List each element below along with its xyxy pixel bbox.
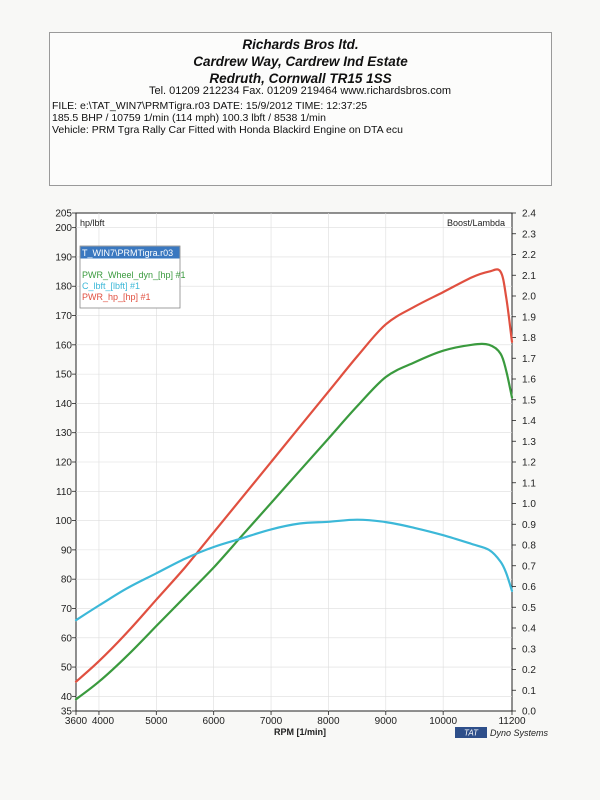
x-tick-label: 7000 (260, 716, 283, 727)
y2-tick-label: 0.3 (522, 644, 536, 655)
y-tick-label: 150 (55, 370, 72, 381)
brand-logo-text: TAT (464, 729, 479, 738)
y2-tick-label: 1.6 (522, 375, 536, 386)
y2-tick-label: 0.2 (522, 665, 536, 676)
company-address-town: Redruth, Cornwall TR15 1SS (209, 71, 392, 86)
y2-tick-label: 0.9 (522, 520, 536, 531)
y-tick-label: 80 (61, 575, 73, 586)
y-tick-label: 90 (61, 545, 73, 556)
y-tick-label: 200 (55, 223, 72, 234)
y-tick-label: 70 (61, 604, 73, 615)
series-line (74, 268, 514, 683)
y2-axis-title: Boost/Lambda (447, 218, 505, 228)
series-line (74, 518, 514, 622)
run-peak-values: 185.5 BHP / 10759 1/min (114 mph) 100.3 … (52, 112, 326, 124)
y-tick-label: 110 (56, 487, 72, 498)
y-tick-label: 130 (55, 428, 72, 439)
series-line (74, 342, 514, 701)
y-tick-label: 60 (61, 633, 73, 644)
y-tick-label: 100 (55, 516, 72, 527)
x-tick-label: 10000 (429, 716, 457, 727)
y2-tick-label: 1.2 (522, 458, 536, 469)
y2-tick-label: 1.3 (522, 437, 536, 448)
company-header: Richards Bros ltd. Cardrew Way, Cardrew … (49, 32, 552, 98)
y-axis-ticks: 35 40 50 60 70 80 90 100 110 120 130 140 150 160 170 18… (55, 209, 76, 718)
y2-tick-label: 1.8 (522, 333, 536, 344)
y-tick-label: 120 (55, 458, 72, 469)
y-tick-label: 50 (61, 663, 73, 674)
x-tick-label: 6000 (203, 716, 226, 727)
legend-entry-power: PWR_hp_[hp] #1 (82, 292, 151, 302)
y-tick-label: 40 (61, 692, 73, 703)
brand-name: Dyno Systems (490, 728, 549, 738)
y-axis-title: hp/lbft (80, 218, 105, 228)
company-contact: Tel. 01209 212234 Fax. 01209 219464 www.… (148, 85, 452, 97)
x-tick-label: 11200 (498, 716, 526, 727)
y2-tick-label: 0.0 (522, 707, 536, 718)
x-tick-label: 3600 (65, 716, 88, 727)
run-info-box: FILE: e:\TAT_WIN7\PRMTigra.r03 DATE: 15/… (49, 97, 552, 186)
y2-tick-label: 0.7 (522, 561, 536, 572)
x-axis-ticks: 3600 4000 5000 6000 7000 8000 9000 10000 11200 (65, 711, 526, 727)
run-vehicle: Vehicle: PRM Tgra Rally Car Fitted with … (52, 124, 403, 136)
y2-tick-label: 1.5 (522, 395, 536, 406)
y2-tick-label: 0.5 (522, 603, 536, 614)
y-tick-label: 160 (55, 340, 72, 351)
company-name: Richards Bros ltd. (242, 37, 359, 52)
run-file-info: FILE: e:\TAT_WIN7\PRMTigra.r03 DATE: 15/… (52, 100, 368, 112)
x-axis-title: RPM [1/min] (274, 727, 326, 737)
company-address-street: Cardrew Way, Cardrew Ind Estate (193, 54, 408, 69)
y-tick-label: 190 (55, 252, 72, 263)
y2-tick-label: 1.4 (522, 416, 536, 427)
brand-logo (455, 727, 487, 738)
y2-tick-label: 2.2 (522, 250, 536, 261)
y2-tick-label: 0.8 (522, 541, 536, 552)
x-tick-label: 8000 (317, 716, 340, 727)
y2-tick-label: 2.1 (522, 271, 536, 282)
x-tick-label: 5000 (145, 716, 168, 727)
legend: T_WIN7\PRMTigra.r03 PWR_Wheel_dyn_[hp] #… (79, 245, 186, 309)
y2-tick-label: 1.1 (522, 478, 536, 489)
y2-tick-label: 1.7 (522, 354, 536, 365)
chart-series (74, 268, 514, 701)
legend-file-label: T_WIN7\PRMTigra.r03 (82, 248, 173, 258)
y2-tick-label: 0.6 (522, 582, 536, 593)
legend-entry-torque: C_lbft_[lbft] #1 (82, 281, 140, 291)
y-tick-label: 180 (55, 282, 72, 293)
x-tick-label: 4000 (92, 716, 115, 727)
y-tick-label: 35 (61, 707, 73, 718)
y2-tick-label: 2.4 (522, 209, 536, 220)
legend-entry-wheel-power: PWR_Wheel_dyn_[hp] #1 (82, 270, 186, 280)
y2-tick-label: 0.4 (522, 624, 536, 635)
y2-tick-label: 0.1 (522, 686, 536, 697)
y-tick-label: 205 (55, 209, 72, 220)
legend-file-highlight (80, 246, 180, 259)
y2-tick-label: 2.3 (522, 229, 536, 240)
y2-tick-label: 2.0 (522, 292, 536, 303)
y2-tick-label: 1.9 (522, 312, 536, 323)
y2-tick-label: 1.0 (522, 499, 536, 510)
y2-axis-ticks: 0.0 0.1 0.2 0.3 0.4 0.5 0.6 0.7 0.8 0.9 1.0 1.1 1.2 1… (512, 209, 536, 718)
brand-mark: TAT Dyno Systems (455, 727, 549, 738)
y-tick-label: 170 (55, 311, 72, 322)
y-tick-label: 140 (55, 399, 72, 410)
x-tick-label: 9000 (375, 716, 398, 727)
